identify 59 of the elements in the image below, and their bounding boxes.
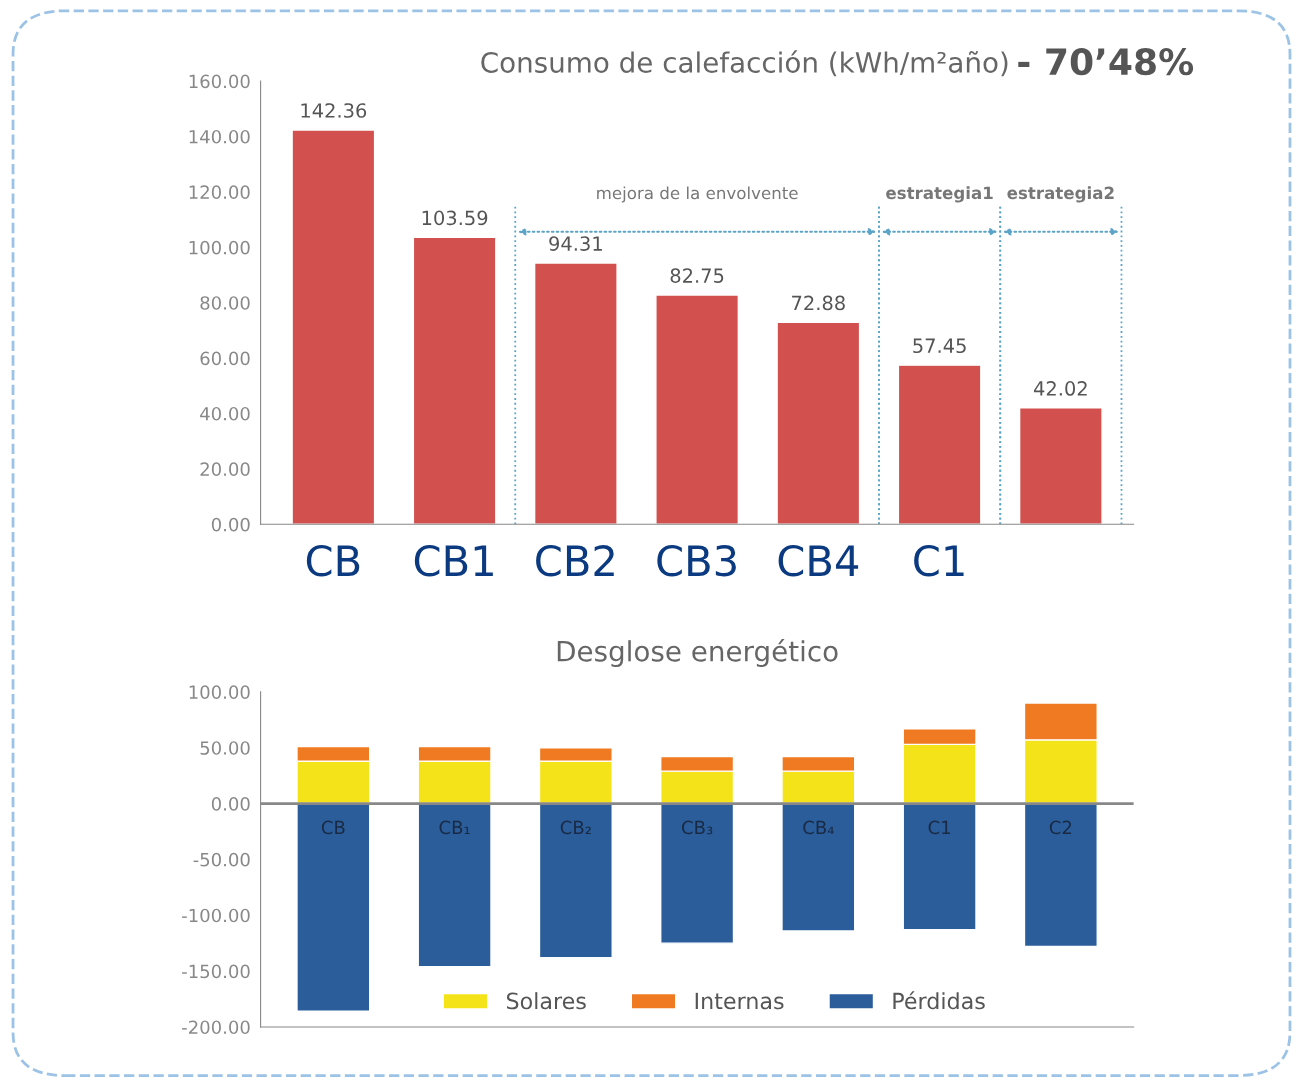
x-tick-label: CB₄ <box>803 820 834 835</box>
y-tick-label: -100.00 <box>182 908 250 923</box>
data-label: 142.36 <box>301 103 367 118</box>
data-label: 57.45 <box>913 338 966 354</box>
x-tick-label: CB₃ <box>682 820 713 835</box>
x-tick-label: CB₁ <box>439 820 470 835</box>
bar <box>417 802 492 968</box>
x-tick-label: CB2 <box>536 544 614 577</box>
x-tick-label: C1 <box>914 544 964 577</box>
annotation: mejora de la envolvente <box>597 186 798 203</box>
y-tick-label: 50.00 <box>200 741 250 755</box>
y-tick-label: 0.00 <box>211 797 250 811</box>
annotation: estrategia2 <box>1007 186 1114 203</box>
y-tick-label: -50.00 <box>193 852 250 867</box>
legend-label: Solares <box>506 992 586 1010</box>
data-label: 103.59 <box>422 210 488 226</box>
data-label: 42.02 <box>1033 381 1087 396</box>
annotation: estrategia1 <box>886 186 993 203</box>
bar <box>902 802 977 931</box>
bar <box>1018 407 1103 525</box>
chart-subtitle: - 70’48% <box>1018 48 1194 76</box>
x-tick-label: CB₂ <box>560 820 591 835</box>
bar <box>781 802 856 932</box>
bar <box>660 802 735 944</box>
bar <box>296 802 371 1013</box>
y-tick-label: 100.00 <box>189 240 250 255</box>
x-tick-label: CB <box>321 820 345 835</box>
x-tick-label: CB4 <box>778 544 859 577</box>
y-tick-label: 20.00 <box>200 462 250 476</box>
bar <box>897 364 982 525</box>
y-tick-label: 60.00 <box>200 351 250 366</box>
x-tick-label: CB3 <box>657 544 736 577</box>
legend-label: Pérdidas <box>893 991 985 1010</box>
y-tick-label: -200.00 <box>182 1020 250 1035</box>
legend-label: Internas <box>695 992 784 1010</box>
y-tick-label: 0.00 <box>211 517 250 532</box>
x-tick-label: CB1 <box>414 544 493 577</box>
y-tick-label: 140.00 <box>189 129 250 144</box>
chart-title: Consumo de calefacción (kWh/m²año) <box>481 50 1008 77</box>
y-tick-label: 100.00 <box>189 685 250 699</box>
data-label: 94.31 <box>549 236 602 251</box>
data-label: 82.75 <box>670 268 724 283</box>
bar <box>538 802 613 959</box>
bar <box>533 262 618 525</box>
x-tick-label: C1 <box>928 820 950 835</box>
data-label: 72.88 <box>792 295 845 311</box>
bar <box>412 236 497 525</box>
y-tick-label: 80.00 <box>200 296 250 310</box>
x-tick-label: C2 <box>1049 820 1072 835</box>
y-tick-label: 160.00 <box>189 74 250 89</box>
chart-title: Desglose energético <box>557 639 838 668</box>
bar <box>291 129 376 525</box>
y-tick-label: 40.00 <box>200 406 250 421</box>
x-tick-label: CB <box>306 544 360 577</box>
y-tick-label: -150.00 <box>182 964 250 979</box>
bar <box>655 294 740 525</box>
bar <box>776 321 861 525</box>
y-tick-label: 120.00 <box>189 185 250 199</box>
bar <box>1023 802 1098 948</box>
